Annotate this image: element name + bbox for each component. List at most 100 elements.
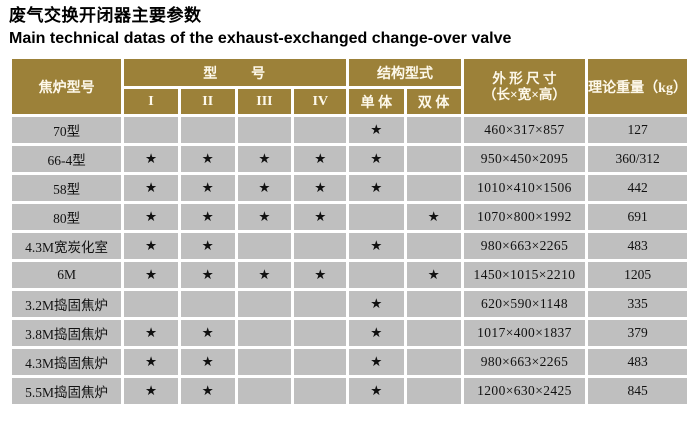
type-ii-cell <box>180 117 235 143</box>
oven-model-cell: 58型 <box>12 175 122 201</box>
header-dimensions-line1: 外 形 尺 寸 <box>492 70 557 86</box>
oven-model-cell: 4.3M宽炭化室 <box>12 233 122 259</box>
structure-single-cell: ★ <box>349 291 404 317</box>
oven-model-cell: 5.5M捣固焦炉 <box>12 378 122 404</box>
type-iii-cell: ★ <box>237 175 292 201</box>
structure-double-cell <box>406 175 461 201</box>
structure-double-cell <box>406 320 461 346</box>
type-iv-cell <box>294 117 347 143</box>
structure-double-cell <box>406 291 461 317</box>
dimensions-cell: 1200×630×2425 <box>463 378 586 404</box>
type-ii-cell: ★ <box>180 146 235 172</box>
table-row: 4.3M宽炭化室 ★ ★ ★ 980×663×2265 483 <box>12 233 687 259</box>
type-iv-cell <box>294 320 347 346</box>
dimensions-cell: 950×450×2095 <box>463 146 586 172</box>
weight-cell: 1205 <box>588 262 687 288</box>
header-type-iv: IV <box>294 89 347 114</box>
weight-cell: 483 <box>588 233 687 259</box>
page-title-zh: 废气交换开闭器主要参数 <box>9 6 202 25</box>
table-row: 58型 ★ ★ ★ ★ ★ 1010×410×1506 442 <box>12 175 687 201</box>
type-iv-cell <box>294 233 347 259</box>
header-structure-single: 单 体 <box>349 89 404 114</box>
type-iii-cell: ★ <box>237 146 292 172</box>
type-i-cell: ★ <box>124 320 178 346</box>
dimensions-cell: 1450×1015×2210 <box>463 262 586 288</box>
structure-double-cell <box>406 349 461 375</box>
header-model-group: 型 号 <box>124 59 347 86</box>
type-iv-cell: ★ <box>294 262 347 288</box>
header-type-i: I <box>124 89 178 114</box>
structure-double-cell <box>406 146 461 172</box>
type-i-cell <box>124 117 178 143</box>
header-oven-model: 焦炉型号 <box>12 59 122 114</box>
structure-double-cell: ★ <box>406 262 461 288</box>
type-ii-cell: ★ <box>180 349 235 375</box>
structure-single-cell <box>349 262 404 288</box>
header-row-groups: 焦炉型号 型 号 结构型式 外 形 尺 寸 （长×宽×高） 理论重量（kg） <box>12 59 687 114</box>
type-ii-cell: ★ <box>180 262 235 288</box>
type-ii-cell: ★ <box>180 320 235 346</box>
structure-double-cell <box>406 378 461 404</box>
weight-cell: 360/312 <box>588 146 687 172</box>
type-ii-cell <box>180 291 235 317</box>
table-row: 4.3M捣固焦炉 ★ ★ ★ 980×663×2265 483 <box>12 349 687 375</box>
type-i-cell: ★ <box>124 146 178 172</box>
table-row: 66-4型 ★ ★ ★ ★ ★ 950×450×2095 360/312 <box>12 146 687 172</box>
type-ii-cell: ★ <box>180 378 235 404</box>
type-iii-cell: ★ <box>237 262 292 288</box>
structure-double-cell <box>406 117 461 143</box>
dimensions-cell: 980×663×2265 <box>463 233 586 259</box>
dimensions-cell: 1070×800×1992 <box>463 204 586 230</box>
type-i-cell: ★ <box>124 204 178 230</box>
weight-cell: 691 <box>588 204 687 230</box>
dimensions-cell: 620×590×1148 <box>463 291 586 317</box>
table-row: 5.5M捣固焦炉 ★ ★ ★ 1200×630×2425 845 <box>12 378 687 404</box>
oven-model-cell: 4.3M捣固焦炉 <box>12 349 122 375</box>
type-iii-cell <box>237 349 292 375</box>
table-row: 6M ★ ★ ★ ★ ★ 1450×1015×2210 1205 <box>12 262 687 288</box>
weight-cell: 442 <box>588 175 687 201</box>
oven-model-cell: 80型 <box>12 204 122 230</box>
type-iii-cell: ★ <box>237 204 292 230</box>
weight-cell: 335 <box>588 291 687 317</box>
dimensions-cell: 460×317×857 <box>463 117 586 143</box>
type-ii-cell: ★ <box>180 204 235 230</box>
type-i-cell <box>124 291 178 317</box>
type-i-cell: ★ <box>124 378 178 404</box>
structure-single-cell: ★ <box>349 175 404 201</box>
type-iv-cell: ★ <box>294 146 347 172</box>
page: 废气交换开闭器主要参数 Main technical datas of the … <box>9 6 690 407</box>
table-row: 3.2M捣固焦炉 ★ 620×590×1148 335 <box>12 291 687 317</box>
structure-single-cell: ★ <box>349 320 404 346</box>
type-ii-cell: ★ <box>180 233 235 259</box>
type-ii-cell: ★ <box>180 175 235 201</box>
dimensions-cell: 1010×410×1506 <box>463 175 586 201</box>
header-dimensions: 外 形 尺 寸 （长×宽×高） <box>463 59 586 114</box>
type-i-cell: ★ <box>124 262 178 288</box>
header-structure-double: 双 体 <box>406 89 461 114</box>
weight-cell: 483 <box>588 349 687 375</box>
type-iii-cell <box>237 378 292 404</box>
page-title-en: Main technical datas of the exhaust-exch… <box>9 30 512 47</box>
type-i-cell: ★ <box>124 233 178 259</box>
type-iii-cell <box>237 320 292 346</box>
structure-single-cell: ★ <box>349 233 404 259</box>
header-row-subcolumns: I II III IV 单 体 双 体 <box>12 89 687 114</box>
header-weight: 理论重量（kg） <box>588 59 687 114</box>
type-iv-cell <box>294 349 347 375</box>
dimensions-cell: 1017×400×1837 <box>463 320 586 346</box>
weight-cell: 127 <box>588 117 687 143</box>
type-iv-cell <box>294 291 347 317</box>
header-dimensions-line2: （长×宽×高） <box>483 86 566 102</box>
oven-model-cell: 3.8M捣固焦炉 <box>12 320 122 346</box>
table-row: 80型 ★ ★ ★ ★ ★ 1070×800×1992 691 <box>12 204 687 230</box>
structure-single-cell: ★ <box>349 117 404 143</box>
dimensions-cell: 980×663×2265 <box>463 349 586 375</box>
type-iii-cell <box>237 117 292 143</box>
header-type-iii: III <box>237 89 292 114</box>
oven-model-cell: 66-4型 <box>12 146 122 172</box>
structure-double-cell <box>406 233 461 259</box>
type-iii-cell <box>237 233 292 259</box>
header-type-ii: II <box>180 89 235 114</box>
spec-table: 焦炉型号 型 号 结构型式 外 形 尺 寸 （长×宽×高） 理论重量（kg） I… <box>9 56 690 407</box>
